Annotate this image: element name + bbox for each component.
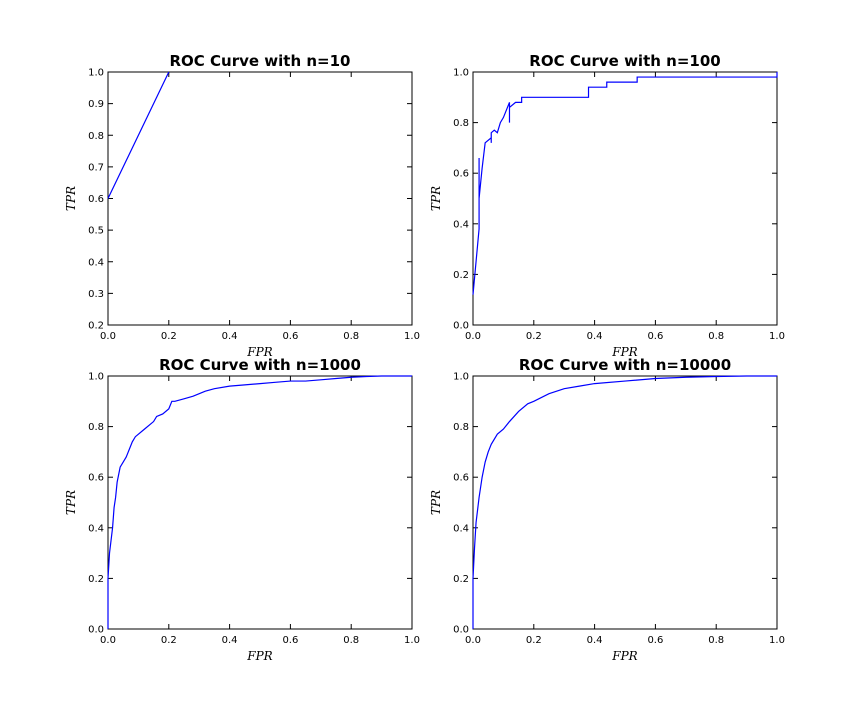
x-tick-label: 0.6 [282, 635, 298, 646]
y-axis-label: TPR [429, 490, 443, 515]
roc-curve-line [472, 375, 777, 629]
chart-title: ROC Curve with n=10 [170, 52, 351, 70]
roc-curve-line [107, 71, 170, 199]
y-axis-label: TPR [429, 186, 443, 211]
x-tick-label: 0.4 [222, 635, 238, 646]
plot-frame [107, 71, 413, 326]
x-tick-label: 0.8 [708, 635, 724, 646]
x-tick-label: 0.2 [526, 635, 542, 646]
roc-subplot-4: 0.0 0.2 0.4 0.6 0.8 1.0 0.0 0.2 0.4 0.6 0.8 1.0 ROC … [429, 356, 785, 663]
y-tick-label: 0.9 [88, 99, 104, 110]
x-tick-label: 0.8 [343, 635, 359, 646]
chart-title: ROC Curve with n=10000 [519, 356, 731, 374]
y-tick-label: 0.4 [453, 219, 469, 230]
x-tick-label: 1.0 [404, 635, 420, 646]
y-tick-label: 0.6 [453, 169, 469, 180]
y-tick-label: 0.5 [88, 226, 104, 237]
y-axis-label: TPR [64, 186, 78, 211]
y-tick-label: 0.8 [453, 422, 469, 433]
x-axis-label: FPR [611, 345, 637, 359]
y-tick-label: 0.0 [453, 321, 469, 332]
y-tick-label: 0.6 [88, 473, 104, 484]
y-tick-label: 0.8 [453, 118, 469, 129]
x-tick-label: 0.0 [465, 331, 481, 342]
chart-title: ROC Curve with n=100 [529, 52, 720, 70]
roc-curve-line [472, 72, 778, 295]
y-axis-label: TPR [64, 490, 78, 515]
y-tick-label: 0.4 [88, 523, 104, 534]
x-tick-label: 0.2 [161, 331, 177, 342]
x-tick-label: 0.6 [647, 635, 663, 646]
y-tick-label: 0.8 [88, 131, 104, 142]
y-tick-label: 0.2 [88, 321, 104, 332]
y-tick-label: 1.0 [88, 372, 104, 383]
x-tick-label: 0.4 [587, 331, 603, 342]
x-tick-label: 0.6 [647, 331, 663, 342]
x-tick-label: 0.0 [465, 635, 481, 646]
chart-title: ROC Curve with n=1000 [159, 356, 361, 374]
x-tick-label: 0.2 [161, 635, 177, 646]
x-tick-label: 0.0 [100, 331, 116, 342]
x-axis-label: FPR [246, 649, 272, 663]
x-tick-label: 0.0 [100, 635, 116, 646]
x-axis-label: FPR [246, 345, 272, 359]
x-tick-label: 0.6 [282, 331, 298, 342]
x-tick-label: 0.8 [343, 331, 359, 342]
y-tick-label: 0.4 [453, 523, 469, 534]
roc-subplot-1: 0.0 0.2 0.4 0.6 0.8 1.00.20.30.40.50.60.70.80… [64, 52, 420, 359]
roc-subplot-2: 0.0 0.2 0.4 0.6 0.8 1.0 0.0 0.2 0.4 0.6 0.8 1.0 ROC … [429, 52, 785, 359]
x-axis-label: FPR [611, 649, 637, 663]
x-tick-label: 1.0 [769, 331, 785, 342]
y-tick-label: 0.0 [88, 625, 104, 636]
roc-curve-line [107, 375, 412, 629]
plot-frame [107, 375, 413, 630]
y-tick-label: 0.2 [453, 574, 469, 585]
y-tick-label: 0.3 [88, 289, 104, 300]
x-tick-label: 0.8 [708, 331, 724, 342]
x-tick-label: 0.4 [587, 635, 603, 646]
y-tick-label: 0.0 [453, 625, 469, 636]
x-tick-label: 1.0 [769, 635, 785, 646]
y-tick-label: 0.8 [88, 422, 104, 433]
x-tick-label: 0.4 [222, 331, 238, 342]
roc-subplot-3: 0.0 0.2 0.4 0.6 0.8 1.0 0.0 0.2 0.4 0.6 0.8 1.0 ROC … [64, 356, 420, 663]
y-tick-label: 0.6 [88, 194, 104, 205]
y-tick-label: 0.2 [453, 270, 469, 281]
x-tick-label: 1.0 [404, 331, 420, 342]
y-tick-label: 0.2 [88, 574, 104, 585]
x-tick-label: 0.2 [526, 331, 542, 342]
plot-frame [472, 71, 778, 326]
y-tick-label: 0.6 [453, 473, 469, 484]
y-tick-label: 0.7 [88, 162, 104, 173]
plot-frame [472, 375, 778, 630]
y-tick-label: 1.0 [88, 68, 104, 79]
y-tick-label: 1.0 [453, 68, 469, 79]
y-tick-label: 0.4 [88, 257, 104, 268]
y-tick-label: 1.0 [453, 372, 469, 383]
